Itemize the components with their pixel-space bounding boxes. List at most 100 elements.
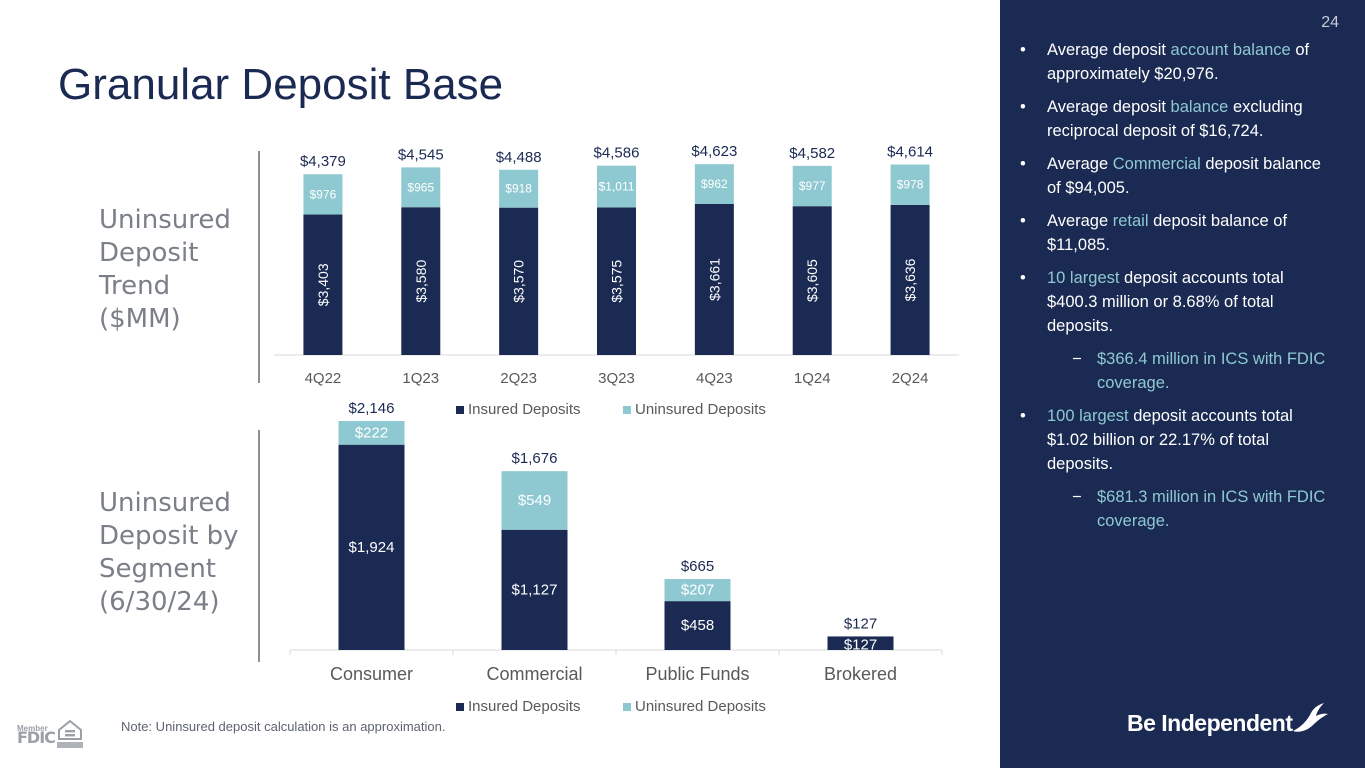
bullet-item: Average Commercial deposit balance of $9… (1018, 152, 1338, 200)
bullet-text: Average deposit (1047, 98, 1171, 116)
bullet-text: account balance (1170, 41, 1291, 59)
data-label-uninsured: $222 (355, 424, 388, 441)
bar-uninsured-consumer (338, 421, 405, 445)
page-number: 24 (1321, 14, 1339, 31)
sub-bullet-item: $366.4 million in ICS with FDIC coverage… (1018, 347, 1338, 395)
bar-uninsured-2q24 (890, 164, 930, 205)
section-label-trend: Uninsured Deposit Trend ($MM) (99, 205, 231, 334)
data-label-insured: $3,605 (804, 259, 820, 302)
legend-swatch-uninsured (623, 703, 631, 711)
bullet-item: Average deposit account balance of appro… (1018, 38, 1338, 86)
category-label: 2Q24 (892, 370, 929, 387)
bar-insured-3q23 (597, 207, 636, 355)
legend-swatch-insured (456, 703, 464, 711)
data-label-uninsured: $962 (701, 177, 728, 191)
bullet-text: deposit accounts total $400.3 million or… (1047, 269, 1284, 335)
bar-uninsured-4q23 (694, 164, 734, 204)
bullet-text: Average (1047, 212, 1113, 230)
bar-uninsured-2q23 (499, 169, 539, 208)
data-label-uninsured: $1,011 (599, 180, 635, 194)
bullet-item: Average deposit balance excluding recipr… (1018, 95, 1338, 143)
bullet-item: Average retail deposit balance of $11,08… (1018, 209, 1338, 257)
bar-insured-1q23 (401, 207, 441, 355)
brand-text: Be Independent (1127, 710, 1293, 736)
footnote: Note: Uninsured deposit calculation is a… (121, 719, 446, 734)
bar-uninsured-4q22 (303, 174, 343, 215)
category-label: 1Q23 (402, 370, 439, 387)
category-label: 3Q23 (598, 370, 635, 387)
trend-chart: $3,403 $976 $4,379 4Q22 $3,580 $965 $4,545 1Q23… (274, 143, 959, 418)
bar-insured-2q24 (890, 204, 930, 355)
data-label-total: $665 (681, 558, 714, 575)
divider-line (258, 151, 260, 383)
data-label-insured: $1,924 (349, 539, 395, 556)
category-label: 4Q23 (696, 370, 733, 387)
category-label: Consumer (330, 664, 413, 684)
bar-uninsured-1q24 (792, 165, 832, 207)
data-label-uninsured: $978 (897, 178, 924, 192)
category-label: 2Q23 (500, 370, 537, 387)
bar-insured-1q24 (792, 206, 832, 355)
data-label-insured: $3,580 (413, 259, 429, 302)
data-label-total: $4,586 (594, 145, 640, 162)
data-label-insured: $3,636 (902, 258, 918, 301)
key-facts-list: Average deposit account balance of appro… (1018, 38, 1338, 542)
bird-logo-icon (1292, 702, 1328, 732)
bullet-text: $366.4 million in ICS with FDIC coverage… (1097, 350, 1326, 392)
data-label-insured: $3,570 (511, 260, 527, 303)
data-label-insured: $127 (844, 637, 877, 654)
legend-label-uninsured: Uninsured Deposits (635, 401, 766, 418)
bullet-text: retail (1112, 212, 1149, 230)
bar-insured-public-funds (664, 601, 731, 650)
sub-bullet-item: $681.3 million in ICS with FDIC coverage… (1018, 485, 1338, 533)
bar-insured-consumer (338, 444, 405, 650)
bar-uninsured-1q23 (401, 167, 441, 208)
data-label-total: $4,488 (496, 149, 542, 166)
bullet-text: Average (1047, 155, 1113, 173)
legend-swatch-insured (456, 406, 464, 414)
fdic-text: FDIC (17, 728, 56, 747)
data-label-uninsured: $976 (310, 187, 337, 201)
segment-chart: $1,924 $222 $2,146 Consumer $1,127 $549 $1,676… (289, 400, 943, 715)
category-label: Commercial (486, 664, 582, 684)
category-label: 4Q22 (305, 370, 342, 387)
fdic-logo: Member FDIC (17, 724, 56, 747)
legend-label-insured: Insured Deposits (468, 698, 581, 715)
page-title: Granular Deposit Base (58, 60, 504, 109)
bar-insured-4q22 (303, 214, 343, 355)
fdic-member-text: Member (17, 724, 48, 733)
category-label: Brokered (824, 664, 897, 684)
bullet-item: 10 largest deposit accounts total $400.3… (1018, 266, 1338, 338)
data-label-uninsured: $207 (681, 582, 714, 599)
data-label-total: $4,582 (789, 145, 835, 162)
bar-insured-2q23 (499, 207, 539, 355)
bullet-item: 100 largest deposit accounts total $1.02… (1018, 404, 1338, 476)
bullet-text: $681.3 million in ICS with FDIC coverage… (1097, 488, 1326, 530)
data-label-insured: $3,661 (706, 258, 722, 301)
bullet-text: balance (1170, 98, 1229, 116)
data-label-total: $1,676 (512, 450, 558, 467)
bullet-text: of approximately $20,976. (1047, 41, 1310, 83)
bar-insured-brokered (827, 636, 894, 650)
data-label-insured: $458 (681, 617, 714, 634)
brand-logo: Be Independent (1127, 702, 1329, 737)
legend-label-uninsured: Uninsured Deposits (635, 698, 766, 715)
divider-line (258, 430, 260, 662)
data-label-total: $4,545 (398, 146, 444, 163)
data-label-total: $4,623 (691, 143, 737, 160)
equal-housing-lender-icon (57, 719, 83, 748)
data-label-insured: $1,127 (512, 581, 558, 598)
bullet-text: deposit balance of $94,005. (1047, 155, 1321, 197)
bullet-text: Average deposit (1047, 41, 1171, 59)
data-label-total: $4,379 (300, 153, 346, 170)
legend-label-insured: Insured Deposits (468, 401, 581, 418)
data-label-total: $127 (844, 615, 877, 632)
bar-insured-4q23 (694, 203, 734, 355)
bar-uninsured-public-funds (664, 579, 731, 602)
category-label: 1Q24 (794, 370, 831, 387)
legend-swatch-uninsured (623, 406, 631, 414)
bar-uninsured-3q23 (597, 165, 636, 208)
bullet-text: 100 largest (1047, 407, 1129, 425)
data-label-uninsured: $965 (407, 180, 434, 194)
data-label-uninsured: $918 (505, 182, 532, 196)
